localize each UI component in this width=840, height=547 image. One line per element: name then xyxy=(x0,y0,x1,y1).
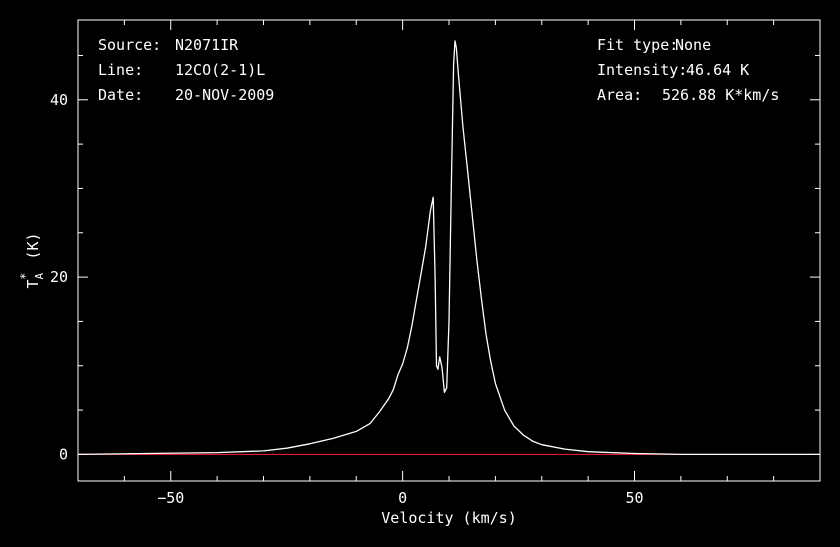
x-axis-label: Velocity (km/s) xyxy=(381,509,516,527)
intensity-value: 46.64 K xyxy=(686,61,749,79)
y-axis-label-text: TA* (K) xyxy=(18,232,46,288)
area-label: Area: xyxy=(597,86,642,104)
intensity-label: Intensity: xyxy=(597,61,687,79)
y-tick-label: 20 xyxy=(50,268,68,286)
x-tick-label: 0 xyxy=(398,489,407,507)
fit-type-label: Fit type: xyxy=(597,36,678,54)
source-label: Source: xyxy=(98,36,161,54)
line-label: Line: xyxy=(98,61,143,79)
y-tick-label: 0 xyxy=(59,445,68,463)
header-info: Source: N2071IR Line: 12CO(2-1)L Date: 2… xyxy=(98,36,779,104)
y-tick-label: 40 xyxy=(50,91,68,109)
y-axis-label: TA* (K) xyxy=(18,232,46,288)
line-value: 12CO(2-1)L xyxy=(175,61,265,79)
fit-type-value: None xyxy=(675,36,711,54)
spectrum-series-line xyxy=(77,40,820,456)
area-value: 526.88 K*km/s xyxy=(662,86,779,104)
x-tick-label: −50 xyxy=(157,489,184,507)
source-value: N2071IR xyxy=(175,36,239,54)
data-marks-group xyxy=(77,40,820,456)
x-tick-label: 50 xyxy=(625,489,643,507)
date-value: 20-NOV-2009 xyxy=(175,86,274,104)
date-label: Date: xyxy=(98,86,143,104)
